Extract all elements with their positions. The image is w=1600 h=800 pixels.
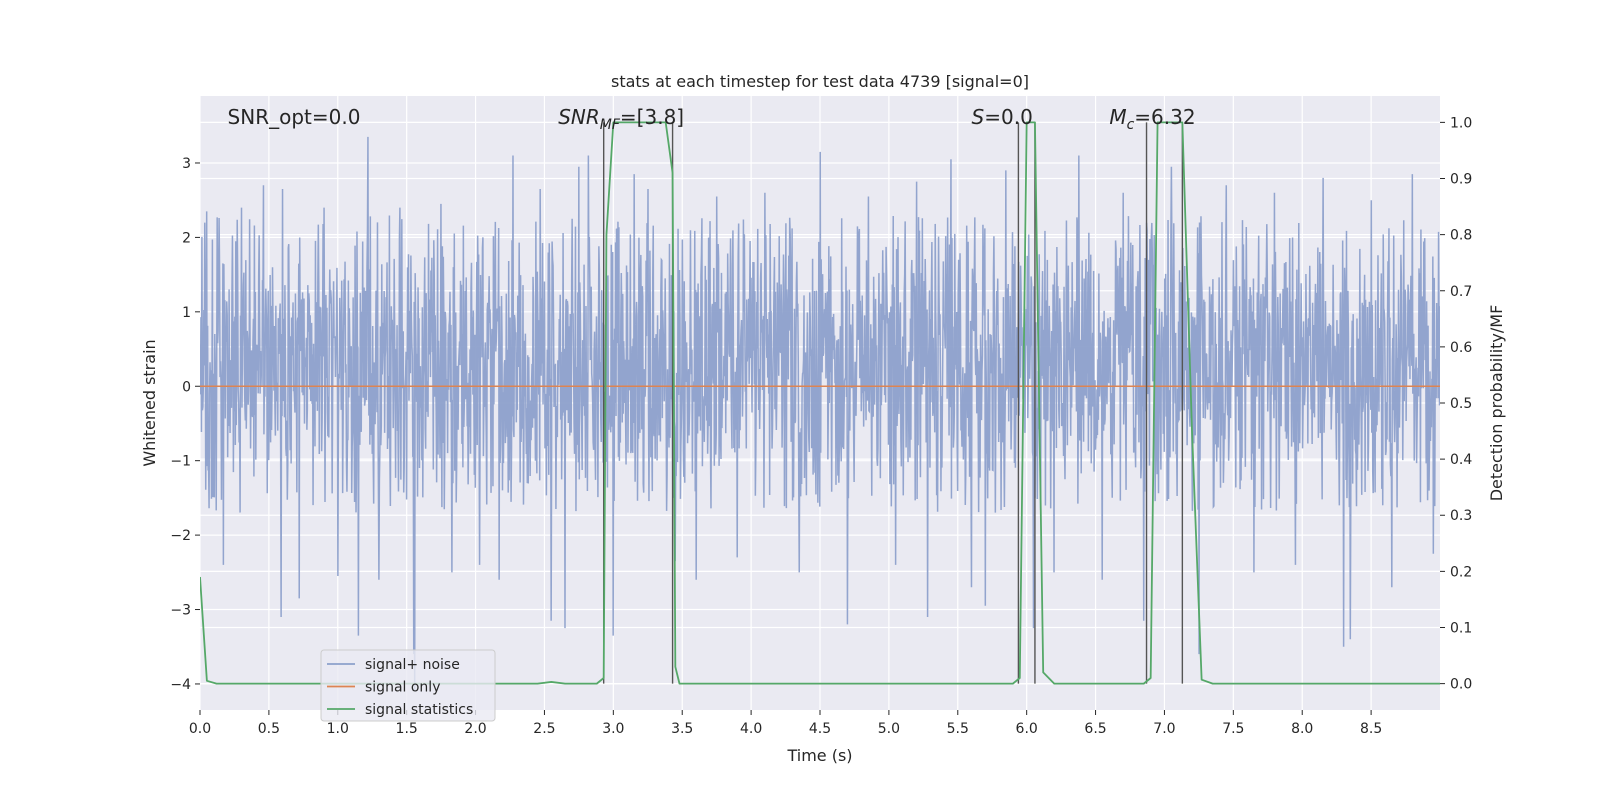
y-tick-label-5: 1 [182, 305, 191, 321]
y2-tick-label-8: 0.8 [1450, 228, 1472, 244]
x-tick-label-5: 2.5 [533, 721, 555, 737]
signal-statistics-series [200, 121, 1440, 685]
x-tick-label-13: 6.5 [1084, 721, 1106, 737]
x-tick-label-11: 5.5 [947, 721, 969, 737]
annotation-s-value: S=0.0 [972, 105, 1033, 129]
y2-axis-ticks: 0.0 0.1 0.2 0.3 0.4 0.5 0.6 0.7 0.8 0.9 1.0 [1440, 115, 1472, 693]
y-axis-label: Whitened strain [140, 339, 159, 466]
legend-label-0: signal+ noise [365, 657, 460, 673]
signal-statistics-line [200, 121, 1440, 685]
x-tick-label-12: 6.0 [1016, 721, 1038, 737]
y-tick-label-3: −1 [170, 454, 191, 470]
y2-tick-label-7: 0.7 [1450, 284, 1472, 300]
y2-tick-label-10: 1.0 [1450, 115, 1472, 131]
x-axis-label: Time (s) [786, 746, 852, 765]
y2-tick-label-9: 0.9 [1450, 172, 1472, 188]
y-tick-label-0: −4 [170, 677, 191, 693]
y-axis-ticks: −4 −3 −2 −1 0 1 2 3 [170, 156, 200, 693]
y-tick-label-7: 3 [182, 156, 191, 172]
x-tick-label-17: 8.5 [1360, 721, 1382, 737]
annotation-snr-opt: SNR_opt=0.0 [228, 105, 361, 129]
y2-tick-label-3: 0.3 [1450, 508, 1472, 524]
y2-tick-label-4: 0.4 [1450, 452, 1472, 468]
x-tick-label-4: 2.0 [464, 721, 486, 737]
x-tick-label-14: 7.0 [1153, 721, 1175, 737]
y2-tick-label-2: 0.2 [1450, 564, 1472, 580]
signal-noise-series [200, 136, 1440, 692]
x-tick-label-8: 4.0 [740, 721, 762, 737]
x-tick-label-7: 3.5 [671, 721, 693, 737]
x-tick-label-15: 7.5 [1222, 721, 1244, 737]
chart-title: stats at each timestep for test data 473… [611, 72, 1029, 91]
x-tick-label-1: 0.5 [258, 721, 280, 737]
x-tick-label-6: 3.0 [602, 721, 624, 737]
legend-box [320, 649, 496, 722]
annotation-mc-value: Mc=6.32 [1109, 105, 1195, 133]
y2-tick-label-5: 0.5 [1450, 396, 1472, 412]
legend-label-1: signal only [365, 680, 440, 696]
legend-label-2: signal statistics [365, 702, 473, 718]
x-tick-label-10: 5.0 [878, 721, 900, 737]
y-tick-label-2: −2 [170, 528, 191, 544]
legend: signal+ noise signal only signal statistic… [320, 649, 496, 722]
x-tick-label-9: 4.5 [809, 721, 831, 737]
y-tick-label-6: 2 [182, 230, 191, 246]
x-tick-label-0: 0.0 [189, 721, 211, 737]
y2-axis-label: Detection probability/MF [1487, 305, 1506, 502]
y2-tick-label-1: 0.1 [1450, 620, 1472, 636]
x-tick-label-16: 8.0 [1291, 721, 1313, 737]
y-tick-label-1: −3 [170, 603, 191, 619]
x-axis-ticks: 0.0 0.5 1.0 1.5 2.0 2.5 3.0 3.5 4.0 4.5 5.0 5.5 6.0 6… [189, 710, 1382, 737]
y-tick-label-4: 0 [182, 379, 191, 395]
signal-noise-line [200, 136, 1440, 692]
annotations: SNR_opt=0.0 SNRMF=[3.8] S=0.0 Mc=6.32 [228, 105, 1196, 133]
x-tick-label-3: 1.5 [396, 721, 418, 737]
y2-tick-label-0: 0.0 [1450, 677, 1472, 693]
annotation-snr-mf: SNRMF=[3.8] [558, 105, 684, 133]
y2-tick-label-6: 0.6 [1450, 340, 1472, 356]
x-tick-label-2: 1.0 [327, 721, 349, 737]
